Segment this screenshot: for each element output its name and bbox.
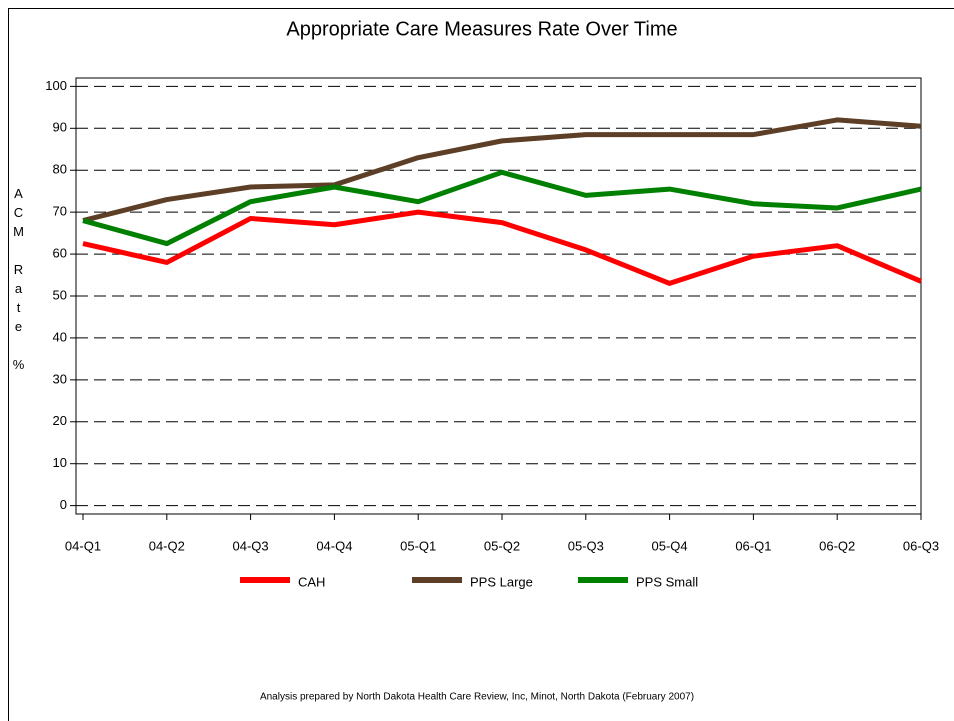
y-tick-label: 30 xyxy=(53,371,67,386)
y-tick-label: 40 xyxy=(53,329,67,344)
x-tick-label: 05-Q1 xyxy=(400,538,436,553)
y-tick-label: 50 xyxy=(53,287,67,302)
x-tick-label: 06-Q3 xyxy=(903,538,939,553)
x-tick-label: 06-Q1 xyxy=(735,538,771,553)
y-axis-label: ACM Rate % xyxy=(11,186,26,376)
legend-label: CAH xyxy=(298,574,325,589)
x-tick-label: 04-Q4 xyxy=(316,538,352,553)
x-tick-label: 05-Q3 xyxy=(568,538,604,553)
legend-label: PPS Large xyxy=(470,574,533,589)
y-tick-label: 10 xyxy=(53,455,67,470)
y-tick-label: 20 xyxy=(53,413,67,428)
y-tick-label: 0 xyxy=(60,497,67,512)
series-line xyxy=(82,117,922,223)
y-tick-label: 100 xyxy=(45,78,67,93)
frame xyxy=(8,8,954,721)
x-tick-label: 05-Q2 xyxy=(484,538,520,553)
x-tick-label: 04-Q2 xyxy=(149,538,185,553)
x-tick-label: 04-Q3 xyxy=(233,538,269,553)
x-tick-label: 06-Q2 xyxy=(819,538,855,553)
chart-title: Appropriate Care Measures Rate Over Time xyxy=(286,18,677,40)
y-tick-label: 60 xyxy=(53,246,67,261)
y-tick-label: 80 xyxy=(53,162,67,177)
x-tick-label: 04-Q1 xyxy=(65,538,101,553)
y-tick-label: 70 xyxy=(53,204,67,219)
x-tick-label: 05-Q4 xyxy=(652,538,688,553)
y-tick-label: 90 xyxy=(53,120,67,135)
series-line xyxy=(82,169,922,247)
series-line xyxy=(82,209,922,286)
footnote: Analysis prepared by North Dakota Health… xyxy=(260,692,694,703)
legend-label: PPS Small xyxy=(636,574,698,589)
